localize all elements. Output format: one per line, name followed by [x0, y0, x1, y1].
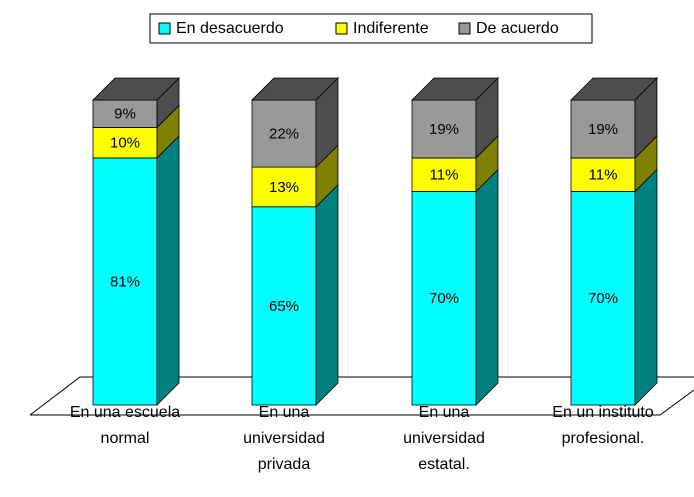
- value-label: 81%: [110, 273, 140, 290]
- bar-segment: [411, 99, 477, 159]
- x-tick-label: En una universidad estatal.: [403, 404, 485, 473]
- bar-segment: [92, 99, 158, 128]
- x-tick-label: En un instituto profesional.: [552, 404, 654, 447]
- bar-side: [156, 134, 180, 406]
- value-label: 65%: [269, 298, 299, 315]
- bar-side: [315, 183, 339, 406]
- bar-top: [570, 77, 658, 101]
- x-tick-label: En una escuela normal: [69, 404, 181, 447]
- legend-label: De acuerdo: [476, 20, 559, 37]
- legend-swatch: [458, 22, 471, 35]
- legend-swatch: [158, 22, 171, 35]
- bar-segment: [570, 191, 636, 406]
- bar-top: [411, 77, 499, 101]
- value-label: 10%: [110, 135, 140, 152]
- value-label: 11%: [430, 167, 459, 184]
- x-tick-label: En una universidad privada: [243, 404, 325, 473]
- bar-segment: [570, 99, 636, 159]
- bar-segment: [251, 99, 317, 168]
- bar-side: [475, 168, 499, 406]
- floor: [30, 389, 694, 416]
- legend-label: En desacuerdo: [176, 20, 284, 37]
- bar-segment: [411, 191, 477, 406]
- bar-segment: [92, 127, 158, 159]
- legend-label: Indiferente: [353, 20, 429, 37]
- value-label: 70%: [588, 290, 618, 307]
- bar-top: [251, 77, 339, 101]
- bar-side: [634, 168, 658, 406]
- value-label: 19%: [429, 121, 459, 138]
- value-label: 22%: [269, 126, 299, 143]
- value-label: 13%: [269, 179, 299, 196]
- bar-segment: [411, 157, 477, 192]
- value-label: 9%: [114, 106, 136, 123]
- bar-segment: [251, 206, 317, 406]
- value-label: 19%: [588, 121, 618, 138]
- value-label: 70%: [429, 290, 459, 307]
- bar-top: [92, 77, 180, 101]
- value-label: 11%: [589, 167, 618, 184]
- legend-swatch: [335, 22, 348, 35]
- legend-box: [149, 13, 593, 44]
